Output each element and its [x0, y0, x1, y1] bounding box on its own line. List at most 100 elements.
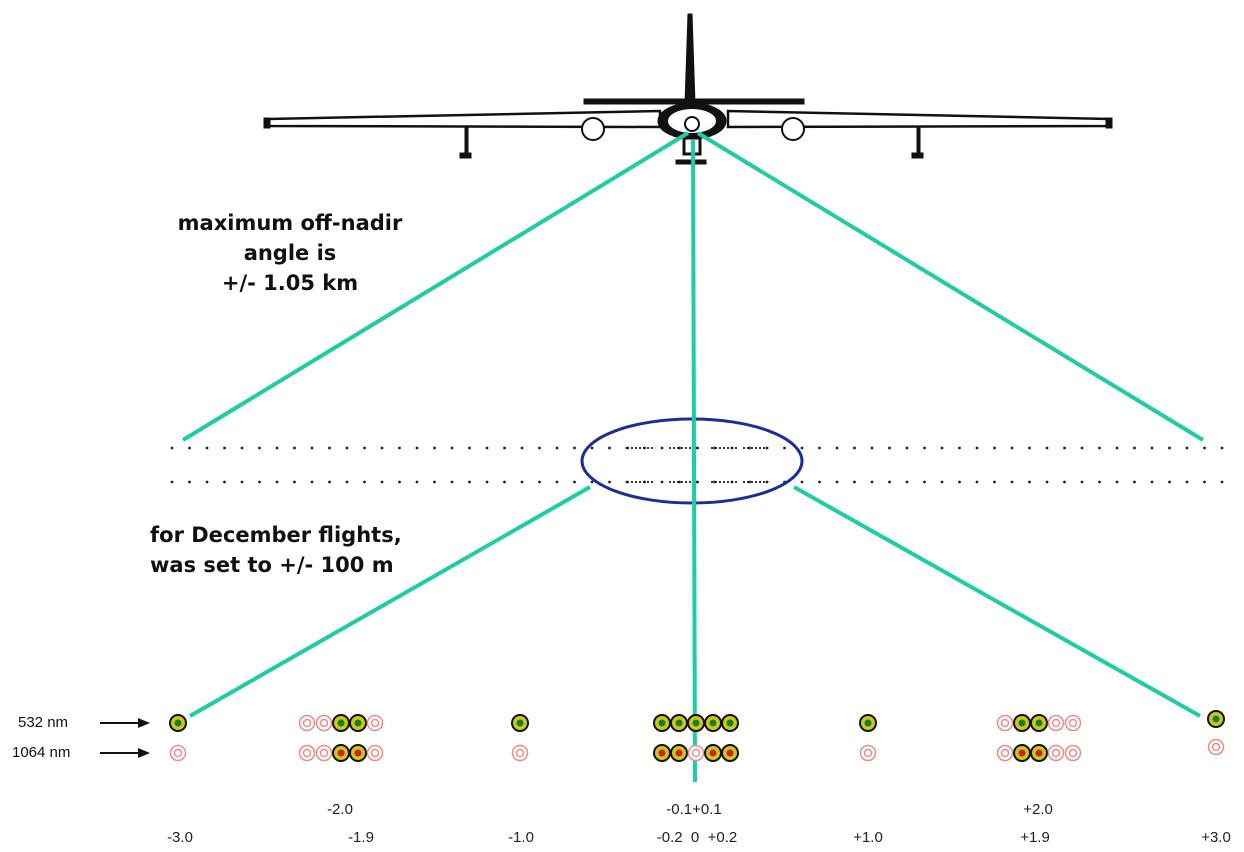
scan-dot-fine	[688, 480, 692, 484]
beam-line-right-lower	[793, 485, 1201, 718]
scan-dot-fine	[722, 446, 726, 450]
scan-dot	[905, 446, 909, 450]
scan-dot	[345, 446, 349, 450]
tick-lower-pos1: +1.0	[853, 829, 883, 846]
scan-dot	[398, 480, 401, 484]
footprint-spot-1064	[1013, 744, 1031, 762]
scan-dot	[240, 480, 244, 484]
scan-dot-fine	[668, 446, 672, 450]
aircraft-illustration	[263, 13, 1113, 165]
footprint-spot-532	[653, 714, 671, 732]
scan-dot	[993, 480, 996, 484]
scan-dot-fine	[684, 446, 688, 450]
scan-dot	[800, 446, 804, 450]
scan-dot-fine	[646, 446, 650, 450]
scan-dot	[590, 480, 594, 484]
scan-dot	[485, 480, 489, 484]
scan-dot-fine	[688, 446, 692, 450]
scan-dot	[293, 446, 296, 450]
scan-dot	[818, 446, 821, 450]
note-line: angle is	[243, 241, 337, 265]
tick-upper-center: -0.1+0.1	[666, 801, 721, 818]
footprint-spot-1064	[1047, 744, 1065, 762]
scan-dot-fine	[642, 480, 646, 484]
scan-dot-fine	[746, 446, 750, 450]
scan-dot	[573, 480, 576, 484]
scan-dot	[923, 480, 926, 484]
tick-lower-neg3: -3.0	[167, 829, 193, 846]
scan-dot	[205, 480, 209, 484]
max-off-nadir-note: maximum off-nadir angle is +/- 1.05 km	[140, 208, 440, 298]
scan-dot-fine	[642, 446, 646, 450]
note-line: +/- 1.05 km	[221, 271, 359, 295]
scan-dot	[1010, 480, 1014, 484]
december-flights-note: for December flights, was set to +/- 100…	[150, 520, 450, 580]
scan-dot-fine	[754, 446, 758, 450]
position-ticks-upper: -2.0 -0.1+0.1 +2.0	[327, 801, 1053, 818]
scan-dot	[433, 446, 436, 450]
scan-dot-fine	[634, 446, 638, 450]
scan-dot	[538, 480, 541, 484]
footprint-spot-532	[1207, 710, 1225, 728]
scan-dot-fine	[646, 480, 650, 484]
scan-dot	[450, 446, 454, 450]
scan-dot	[870, 446, 874, 450]
note-line: was set to +/- 100 m	[150, 553, 394, 577]
scan-dot	[1185, 446, 1189, 450]
scan-dot	[783, 446, 786, 450]
scan-dot	[258, 480, 261, 484]
scan-dot	[450, 480, 454, 484]
scan-dot-fine	[710, 480, 714, 484]
tick-upper-neg2: -2.0	[327, 801, 353, 818]
scan-dot	[1115, 480, 1119, 484]
footprint-spot-532	[1047, 714, 1065, 732]
scan-dot-fine	[762, 480, 766, 484]
scan-dot-fine	[742, 446, 746, 450]
scan-dot	[975, 480, 979, 484]
scan-dot	[835, 480, 839, 484]
scan-dot	[363, 480, 366, 484]
scan-dot	[870, 480, 874, 484]
footprint-spot-532	[721, 714, 739, 732]
footprint-spot-1064	[169, 744, 187, 762]
scan-dot	[1080, 480, 1084, 484]
scan-dot-fine	[742, 480, 746, 484]
scan-dot	[975, 446, 979, 450]
scan-dot-fine	[684, 480, 688, 484]
scan-dot	[520, 446, 524, 450]
beam-line-left-lower	[189, 485, 591, 718]
footprint-spot-1064	[1064, 744, 1082, 762]
scan-dot-fine	[630, 480, 634, 484]
scan-dot-fine	[730, 446, 734, 450]
footprint-spot-1064	[1207, 738, 1225, 756]
scan-dot	[503, 480, 506, 484]
scan-dot-fine	[634, 480, 638, 484]
scan-dot	[433, 480, 436, 484]
footprint-spot-532	[996, 714, 1014, 732]
wavelength-arrows	[100, 718, 150, 758]
scan-dot	[1220, 480, 1224, 484]
scan-dot	[1063, 446, 1066, 450]
scan-dot	[888, 480, 891, 484]
scan-dot	[1185, 480, 1189, 484]
position-ticks-lower: -3.0 -1.9 -1.0 -0.2 0 +0.2 +1.0 +1.9 +3.…	[167, 829, 1231, 846]
scan-dot	[818, 480, 821, 484]
scan-dot	[800, 480, 804, 484]
scan-dot-fine	[730, 480, 734, 484]
scan-dot	[205, 446, 209, 450]
scan-dot-fine	[734, 446, 738, 450]
scan-dot-fine	[630, 446, 634, 450]
tick-lower-center: -0.2 0 +0.2	[657, 829, 737, 846]
footprint-spot-1064	[670, 744, 688, 762]
footprint-spot-532	[1064, 714, 1082, 732]
scan-dot-fine	[726, 446, 730, 450]
scan-dot-fine	[626, 480, 630, 484]
scan-dot	[1098, 446, 1101, 450]
scan-dot	[223, 446, 226, 450]
scan-dot	[328, 446, 331, 450]
beam-line-left-upper	[181, 131, 690, 442]
tick-lower-neg1-9: -1.9	[348, 829, 374, 846]
scan-dot	[468, 480, 471, 484]
footprint-spot-532	[670, 714, 688, 732]
